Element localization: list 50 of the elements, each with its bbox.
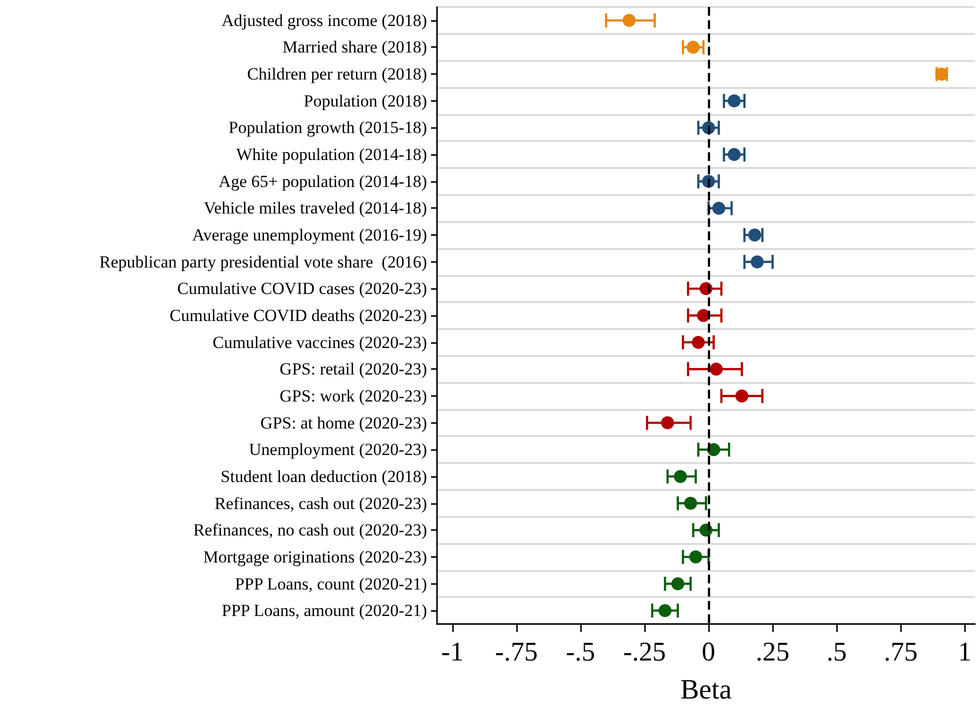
y-tick-label: Republican party presidential vote share (2016) <box>99 252 427 272</box>
x-tick-label: .25 <box>756 636 790 666</box>
y-tick-label: Cumulative COVID deaths (2020-23) <box>170 306 427 325</box>
point <box>686 40 700 54</box>
y-tick-label: Vehicle miles traveled (2014-18) <box>204 198 427 218</box>
point <box>684 496 698 510</box>
y-tick-label: Children per return (2018) <box>247 64 427 84</box>
y-tick-label: Age 65+ population (2014-18) <box>218 172 427 191</box>
point <box>696 309 710 322</box>
x-tick-label: 0 <box>702 636 716 666</box>
y-tick-label: Cumulative vaccines (2020-23) <box>212 332 427 352</box>
x-axis-title: Beta <box>680 674 732 706</box>
y-tick-label: GPS: work (2020-23) <box>280 386 427 406</box>
x-tick-label: .5 <box>826 636 847 666</box>
point <box>622 14 636 27</box>
x-tick-label: .75 <box>884 636 918 666</box>
y-tick-label: Married share (2018) <box>282 38 427 57</box>
point <box>671 577 684 590</box>
point <box>674 470 687 483</box>
y-tick-label: Unemployment (2020-23) <box>249 440 427 460</box>
y-tick-label: Average unemployment (2016-19) <box>192 226 427 245</box>
point <box>658 604 672 618</box>
y-tick-label: PPP Loans, count (2020-21) <box>234 574 427 594</box>
y-tick-label: Population growth (2015-18) <box>228 118 427 138</box>
y-tick-label: Adjusted gross income (2018) <box>222 10 427 30</box>
y-tick-label: Mortgage originations (2020-23) <box>203 547 427 566</box>
y-tick-label: GPS: retail (2020-23) <box>280 360 427 379</box>
point <box>748 228 762 242</box>
y-tick-label: Student loan deduction (2018) <box>220 466 427 486</box>
point <box>735 389 748 402</box>
x-tick-label: -1 <box>441 636 464 666</box>
x-tick-label: -.25 <box>623 636 666 666</box>
y-tick-label: Refinances, no cash out (2020-23) <box>193 520 427 540</box>
point <box>689 550 702 564</box>
y-tick-label: Cumulative COVID cases (2020-23) <box>177 279 427 298</box>
point <box>712 202 726 215</box>
x-tick-label: -.5 <box>566 636 596 666</box>
point <box>692 336 705 349</box>
y-tick-label: Population (2018) <box>304 91 427 110</box>
point <box>710 362 723 376</box>
y-tick-label: GPS: at home (2020-23) <box>260 413 427 432</box>
y-tick-label: PPP Loans, amount (2020-21) <box>222 601 427 620</box>
point <box>728 94 741 108</box>
y-tick-label: Refinances, cash out (2020-23) <box>214 494 427 513</box>
x-tick-label: 1 <box>958 636 972 666</box>
point <box>728 148 741 162</box>
point <box>750 255 764 268</box>
point <box>661 416 674 430</box>
y-tick-label: White population (2014-18) <box>236 145 427 164</box>
x-tick-label: -.75 <box>495 636 538 666</box>
